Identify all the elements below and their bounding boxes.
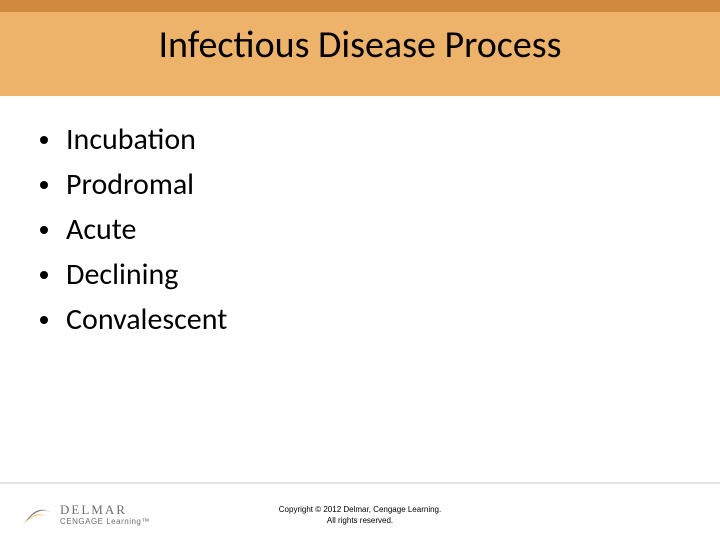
bullet-text: Prodromal: [66, 165, 194, 204]
slide-title: Infectious Disease Process: [0, 22, 720, 68]
bullet-icon: [40, 316, 48, 324]
bullet-icon: [40, 181, 48, 189]
bullet-icon: [40, 136, 48, 144]
bullet-icon: [40, 226, 48, 234]
bullet-icon: [40, 271, 48, 279]
bullet-text: Convalescent: [66, 300, 227, 339]
slide: Infectious Disease Process Incubation Pr…: [0, 0, 720, 540]
list-item: Acute: [40, 210, 680, 249]
list-item: Convalescent: [40, 300, 680, 339]
footer: DELMAR CENGAGE Learning™ Copyright © 201…: [0, 484, 720, 540]
copyright: Copyright © 2012 Delmar, Cengage Learnin…: [0, 505, 720, 526]
title-band: Infectious Disease Process: [0, 0, 720, 96]
copyright-line1: Copyright © 2012 Delmar, Cengage Learnin…: [279, 505, 441, 514]
list-item: Prodromal: [40, 165, 680, 204]
body-area: Incubation Prodromal Acute Declining Con…: [40, 120, 680, 345]
title-top-bar: [0, 0, 720, 12]
bullet-text: Incubation: [66, 120, 196, 159]
bullet-text: Acute: [66, 210, 136, 249]
list-item: Incubation: [40, 120, 680, 159]
list-item: Declining: [40, 255, 680, 294]
bullet-text: Declining: [66, 255, 178, 294]
copyright-line2: All rights reserved.: [327, 516, 393, 525]
bullet-list: Incubation Prodromal Acute Declining Con…: [40, 120, 680, 339]
